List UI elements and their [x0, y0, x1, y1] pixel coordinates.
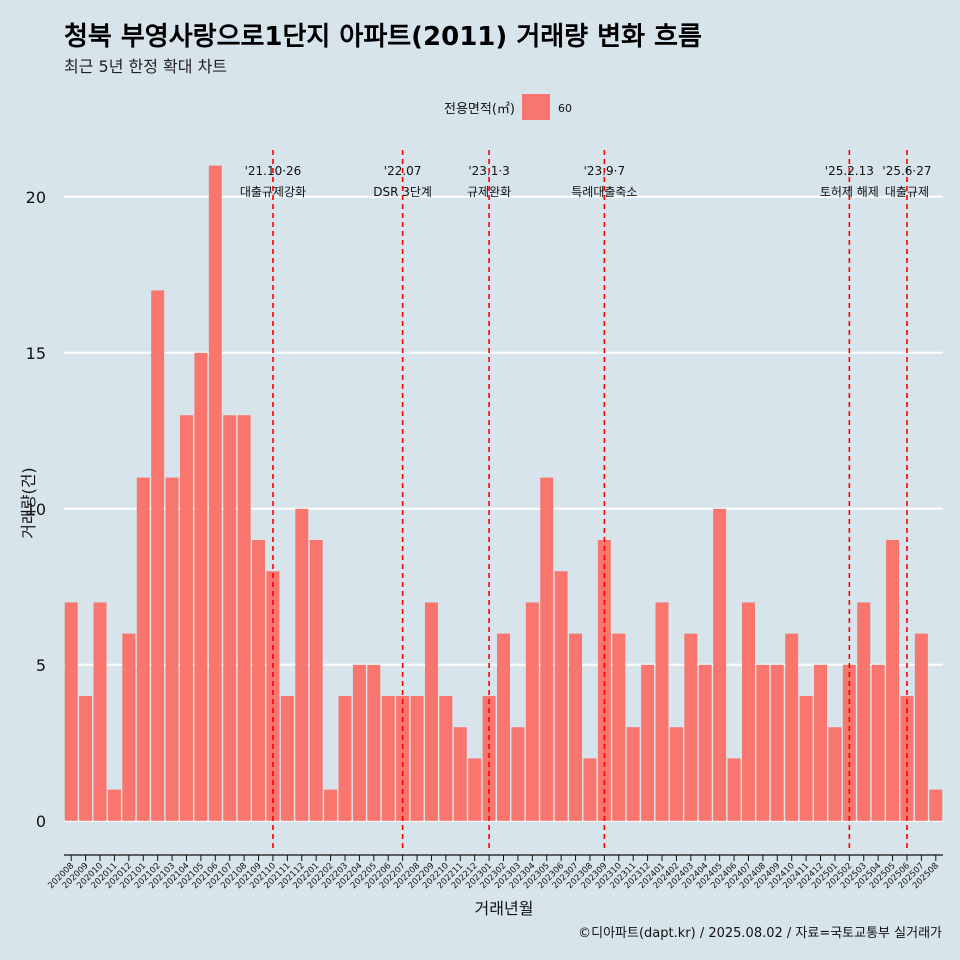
- bar: [713, 508, 727, 821]
- bar: [208, 165, 222, 821]
- annotation-label: 규제완화: [467, 185, 511, 199]
- bar: [929, 789, 943, 821]
- bar: [886, 540, 900, 821]
- bars: [64, 165, 943, 821]
- y-axis-title: 거래량(건): [19, 467, 38, 538]
- bar: [914, 633, 928, 821]
- bar: [237, 415, 251, 821]
- bar: [597, 540, 611, 821]
- bar: [151, 290, 165, 821]
- bar: [223, 415, 237, 821]
- bar: [799, 696, 813, 821]
- bar: [194, 352, 208, 821]
- y-tick-label: 5: [36, 656, 46, 675]
- bar: [497, 633, 510, 821]
- bar: [252, 540, 266, 821]
- annotations: '21.10·26 대출규제강화 '22.07 DSR 3단계 '23.1·3 규제완화 '…: [240, 150, 932, 852]
- x-axis: 2020082020092020102020112020122021012021…: [46, 854, 943, 891]
- bar: [698, 664, 712, 821]
- bar: [165, 477, 179, 821]
- annotation-date: '23.1·3: [468, 164, 509, 178]
- bar: [525, 602, 539, 821]
- y-tick-label: 0: [36, 812, 46, 831]
- bar: [136, 477, 150, 821]
- bar: [396, 696, 410, 821]
- legend: 전용면적(㎡) 60: [444, 94, 572, 120]
- bar: [511, 727, 525, 821]
- bar: [424, 602, 438, 821]
- bar: [612, 633, 626, 821]
- annotation-label: 토허제 해제: [820, 185, 879, 199]
- annotation-label: 대출규제: [885, 185, 929, 199]
- bar: [583, 758, 597, 821]
- bar: [684, 633, 698, 821]
- bar: [280, 696, 294, 821]
- bar: [338, 696, 352, 821]
- bar: [410, 696, 424, 821]
- y-tick-label: 10: [26, 500, 46, 519]
- y-tick-label: 15: [26, 344, 46, 363]
- bar: [756, 664, 770, 821]
- annotation-label: DSR 3단계: [373, 185, 432, 199]
- bar: [324, 789, 338, 821]
- bar: [482, 696, 496, 821]
- bar: [367, 664, 381, 821]
- annotation-date: '23.9·7: [584, 164, 625, 178]
- bar: [626, 727, 640, 821]
- bar: [900, 696, 914, 821]
- bar: [295, 508, 309, 821]
- bar: [93, 602, 107, 821]
- annotation-date: '22.07: [384, 164, 422, 178]
- bar: [453, 727, 467, 821]
- bar: [871, 664, 885, 821]
- chart-title: 청북 부영사랑으로1단지 아파트(2011) 거래량 변화 흐름: [64, 22, 702, 52]
- chart-caption: ©디아파트(dapt.kr) / 2025.08.02 / 자료=국토교통부 실…: [578, 926, 942, 941]
- bar: [64, 602, 78, 821]
- chart-subtitle: 최근 5년 한정 확대 차트: [64, 57, 228, 76]
- bar: [381, 696, 395, 821]
- legend-swatch: [522, 94, 550, 120]
- bar: [857, 602, 871, 821]
- bar: [352, 664, 366, 821]
- annotation-date: '25.6·27: [882, 164, 931, 178]
- annotation-label: 대출규제강화: [240, 185, 306, 199]
- bar: [842, 664, 856, 821]
- y-axis: 0 5 10 15 20: [26, 188, 46, 831]
- bar: [107, 789, 121, 821]
- bar: [468, 758, 482, 821]
- bar: [122, 633, 136, 821]
- annotation-date: '25.2.13: [825, 164, 874, 178]
- bar: [641, 664, 655, 821]
- bar: [814, 664, 828, 821]
- annotation-date: '21.10·26: [245, 164, 302, 178]
- bar: [554, 571, 568, 821]
- annotation-label: 특례대출축소: [571, 185, 637, 199]
- y-tick-label: 20: [26, 188, 46, 207]
- bar: [309, 540, 323, 821]
- bar: [741, 602, 755, 821]
- bar: [266, 571, 280, 821]
- bar: [179, 415, 193, 821]
- legend-label: 60: [558, 102, 572, 115]
- bar: [439, 696, 453, 821]
- bar: [828, 727, 842, 821]
- bar: [655, 602, 669, 821]
- bar: [669, 727, 683, 821]
- bar: [727, 758, 741, 821]
- bar: [770, 664, 784, 821]
- bar: [785, 633, 799, 821]
- bar: [540, 477, 554, 821]
- legend-title: 전용면적(㎡): [444, 102, 515, 117]
- bar: [569, 633, 583, 821]
- x-axis-title: 거래년월: [475, 899, 534, 918]
- bar: [79, 696, 93, 821]
